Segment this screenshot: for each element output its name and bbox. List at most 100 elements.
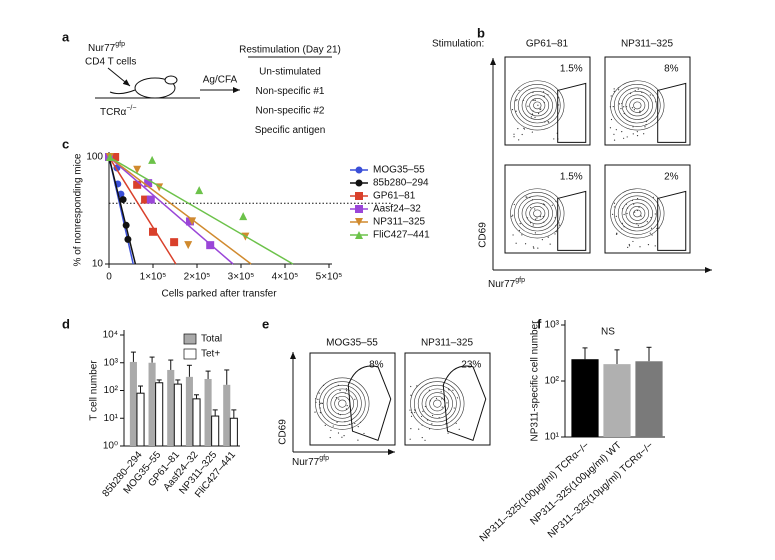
event-dot xyxy=(332,425,334,427)
contour xyxy=(617,87,657,124)
contour xyxy=(514,191,561,235)
bar xyxy=(635,361,663,437)
event-dot xyxy=(643,133,645,135)
event-dot xyxy=(549,243,551,245)
event-dot xyxy=(613,202,616,204)
event-dot xyxy=(431,423,433,425)
panel-label: c xyxy=(62,136,69,151)
event-dot xyxy=(526,196,528,198)
contour xyxy=(521,91,553,120)
contour xyxy=(525,94,550,117)
contour xyxy=(517,195,557,232)
legend-marker xyxy=(355,179,363,187)
event-dot xyxy=(410,394,412,396)
y-axis-label: NP311-specific cell number xyxy=(530,320,541,442)
event-dot xyxy=(345,390,348,392)
annotation: NS xyxy=(601,327,615,338)
event-dot xyxy=(558,104,560,106)
gate xyxy=(557,82,587,143)
y-tick-label: 10⁰ xyxy=(103,441,118,452)
contour xyxy=(521,199,553,228)
event-dot xyxy=(623,213,625,216)
event-dot xyxy=(541,238,543,241)
bar xyxy=(167,369,175,446)
event-dot xyxy=(609,127,612,129)
point xyxy=(111,153,120,161)
point xyxy=(105,153,114,161)
event-dot xyxy=(553,138,555,140)
stimulation-label: Stimulation: xyxy=(432,39,484,50)
flow-x-label: Nur77gfp xyxy=(292,455,329,467)
event-dot xyxy=(628,245,631,247)
contour xyxy=(610,80,665,131)
event-dot xyxy=(517,128,519,130)
contour xyxy=(330,392,355,415)
gate-percent: 1.5% xyxy=(560,172,583,183)
contour xyxy=(417,384,457,423)
event-dot xyxy=(511,108,514,111)
bar xyxy=(155,382,164,447)
event-dot xyxy=(636,131,638,133)
event-dot xyxy=(637,225,639,227)
legend-marker xyxy=(355,218,363,226)
contour xyxy=(510,80,565,131)
contour xyxy=(629,98,646,113)
restim-title: Restimulation (Day 21) xyxy=(239,45,341,56)
event-dot xyxy=(640,215,642,217)
event-dot xyxy=(354,398,356,400)
event-dot xyxy=(613,88,615,90)
event-dot xyxy=(523,128,526,130)
restim-item: Un-stimulated xyxy=(259,67,321,78)
gate xyxy=(657,190,687,251)
bar xyxy=(129,361,137,446)
event-dot xyxy=(535,218,537,220)
contour xyxy=(625,202,650,225)
event-dot xyxy=(610,95,612,97)
column-title: NP311–325 xyxy=(621,39,674,50)
event-dot xyxy=(318,392,320,394)
point xyxy=(146,195,155,204)
event-dot xyxy=(435,397,438,399)
point xyxy=(119,196,127,204)
event-dot xyxy=(337,432,340,434)
event-dot xyxy=(455,422,457,424)
bar xyxy=(571,359,599,437)
bar xyxy=(136,392,145,447)
cell-label-part: Nur77 xyxy=(88,43,116,54)
event-dot xyxy=(558,222,560,224)
contour xyxy=(514,83,561,127)
event-dot xyxy=(532,246,534,248)
event-dot xyxy=(649,232,651,234)
x-axis-label: Cells parked after transfer xyxy=(161,289,277,300)
event-dot xyxy=(329,436,331,439)
event-dot xyxy=(644,126,646,128)
event-dot xyxy=(513,133,515,135)
y-tick-label: 10² xyxy=(545,376,560,387)
event-dot xyxy=(623,106,625,108)
event-dot xyxy=(524,243,527,245)
y-tick-label: 10³ xyxy=(104,357,119,368)
panel-label: a xyxy=(62,29,70,44)
x-tick-label: 0 xyxy=(106,272,112,283)
event-dot xyxy=(512,234,514,236)
event-dot xyxy=(532,224,534,226)
point xyxy=(185,217,194,226)
event-dot xyxy=(515,242,517,244)
contour xyxy=(529,206,546,221)
event-dot xyxy=(324,424,326,426)
gate-percent: 1.5% xyxy=(560,64,583,75)
legend-marker xyxy=(355,231,363,239)
restim-item: Non-specific #2 xyxy=(256,106,325,117)
contour xyxy=(425,392,450,415)
y-tick-label: 10⁴ xyxy=(103,330,118,341)
legend-swatch xyxy=(183,333,197,345)
event-dot xyxy=(518,89,520,92)
contour xyxy=(614,191,661,235)
y-tick-label: 10¹ xyxy=(104,413,119,424)
point xyxy=(141,195,150,204)
event-dot xyxy=(639,110,641,112)
bar xyxy=(192,398,201,447)
bar xyxy=(148,362,156,446)
contour xyxy=(629,206,646,221)
event-dot xyxy=(621,131,623,133)
